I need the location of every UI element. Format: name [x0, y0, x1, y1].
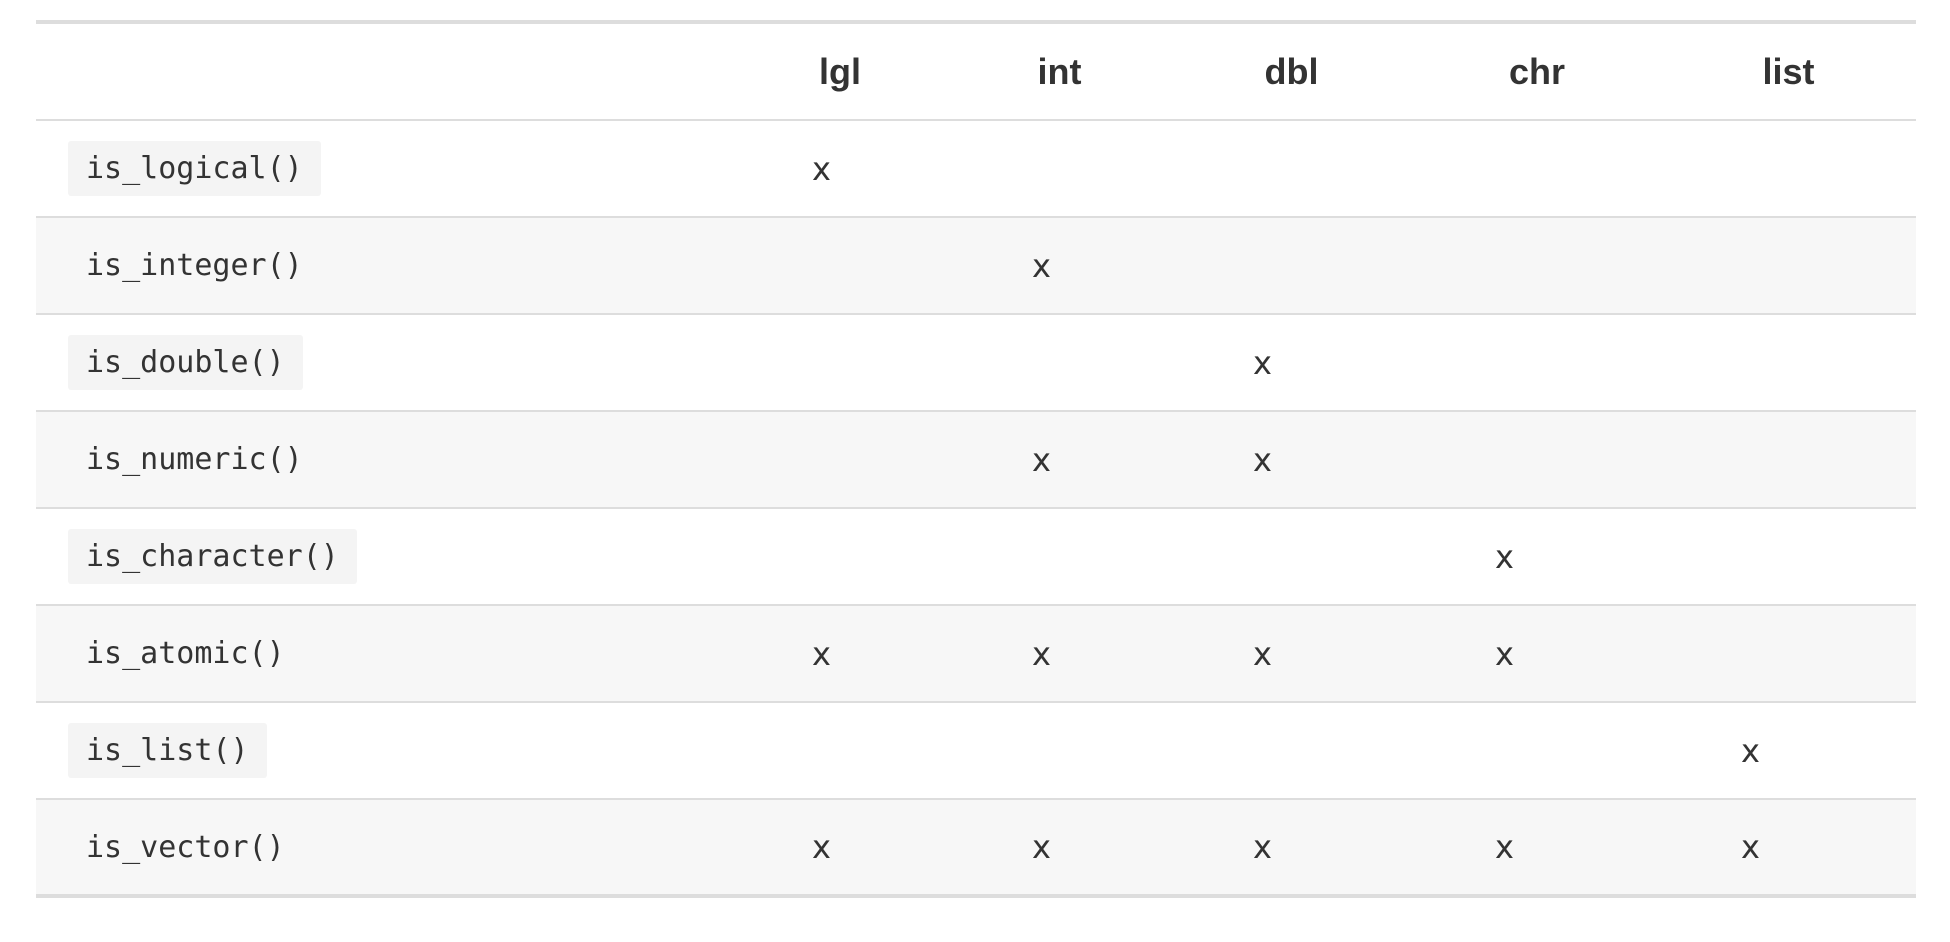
check-mark: x	[812, 149, 831, 188]
check-mark: x	[1495, 634, 1514, 673]
cell-list	[1661, 217, 1916, 314]
cell-lgl: x	[731, 120, 949, 217]
cell-int: x	[949, 217, 1170, 314]
function-name: is_character()	[68, 529, 357, 584]
cell-dbl: x	[1170, 799, 1413, 896]
check-mark: x	[1253, 343, 1272, 382]
function-name: is_integer()	[86, 248, 303, 283]
header-function	[36, 22, 731, 120]
table-header: lgl int dbl chr list	[36, 22, 1916, 120]
check-mark: x	[1495, 828, 1514, 866]
cell-list	[1661, 411, 1916, 508]
table-row: is_integer() x	[36, 217, 1916, 314]
check-mark: x	[1253, 634, 1272, 673]
cell-int: x	[949, 799, 1170, 896]
cell-chr: x	[1413, 799, 1661, 896]
cell-int	[949, 702, 1170, 799]
type-predicate-table-container: lgl int dbl chr list is_logical() x is_i…	[36, 20, 1916, 898]
cell-list	[1661, 508, 1916, 605]
function-name: is_vector()	[86, 829, 285, 865]
cell-dbl	[1170, 217, 1413, 314]
check-mark: x	[1032, 634, 1051, 673]
table-row: is_numeric() x x	[36, 411, 1916, 508]
cell-int	[949, 314, 1170, 411]
cell-chr	[1413, 120, 1661, 217]
type-predicate-table: lgl int dbl chr list is_logical() x is_i…	[36, 20, 1916, 898]
check-mark: x	[1741, 828, 1760, 866]
cell-dbl	[1170, 508, 1413, 605]
cell-lgl	[731, 702, 949, 799]
function-name: is_double()	[68, 335, 303, 390]
check-mark: x	[1032, 246, 1051, 285]
cell-dbl	[1170, 120, 1413, 217]
check-mark: x	[1253, 440, 1272, 479]
function-cell: is_logical()	[36, 120, 731, 217]
header-int: int	[1037, 50, 1082, 92]
cell-int	[949, 120, 1170, 217]
check-mark: x	[1032, 828, 1051, 866]
cell-int	[949, 508, 1170, 605]
check-mark: x	[1495, 537, 1514, 576]
cell-list	[1661, 120, 1916, 217]
cell-dbl: x	[1170, 411, 1413, 508]
cell-chr: x	[1413, 605, 1661, 702]
function-name: is_numeric()	[86, 442, 303, 477]
check-mark: x	[1253, 828, 1272, 866]
cell-dbl: x	[1170, 314, 1413, 411]
cell-chr	[1413, 217, 1661, 314]
function-cell: is_numeric()	[36, 411, 731, 508]
function-name: is_logical()	[68, 141, 321, 196]
function-name: is_list()	[68, 723, 267, 778]
header-chr: chr	[1508, 50, 1566, 92]
table-row: is_list() x	[36, 702, 1916, 799]
cell-lgl	[731, 314, 949, 411]
check-mark: x	[812, 828, 831, 866]
cell-lgl: x	[731, 799, 949, 896]
cell-lgl	[731, 508, 949, 605]
function-cell: is_atomic()	[36, 605, 731, 702]
cell-list	[1661, 605, 1916, 702]
cell-chr: x	[1413, 508, 1661, 605]
header-row: lgl int dbl chr list	[36, 22, 1916, 120]
check-mark: x	[1032, 440, 1051, 479]
cell-list	[1661, 314, 1916, 411]
table-row: is_vector() x x x x x	[36, 799, 1916, 896]
function-cell: is_vector()	[36, 799, 731, 896]
function-cell: is_list()	[36, 702, 731, 799]
cell-list: x	[1661, 799, 1916, 896]
check-mark: x	[1741, 731, 1760, 770]
header-lgl: lgl	[819, 50, 861, 92]
table-row: is_double() x	[36, 314, 1916, 411]
table-row: is_character() x	[36, 508, 1916, 605]
cell-lgl: x	[731, 605, 949, 702]
cell-list: x	[1661, 702, 1916, 799]
check-mark: x	[812, 634, 831, 673]
cell-int: x	[949, 605, 1170, 702]
function-name: is_atomic()	[86, 636, 285, 671]
function-cell: is_character()	[36, 508, 731, 605]
cell-chr	[1413, 314, 1661, 411]
function-cell: is_double()	[36, 314, 731, 411]
cell-dbl	[1170, 702, 1413, 799]
header-list: list	[1762, 50, 1815, 92]
cell-chr	[1413, 411, 1661, 508]
cell-int: x	[949, 411, 1170, 508]
function-cell: is_integer()	[36, 217, 731, 314]
header-dbl: dbl	[1264, 50, 1319, 92]
table-body: is_logical() x is_integer() x is_double(…	[36, 120, 1916, 896]
table-row: is_logical() x	[36, 120, 1916, 217]
cell-chr	[1413, 702, 1661, 799]
cell-lgl	[731, 217, 949, 314]
table-row: is_atomic() x x x x	[36, 605, 1916, 702]
cell-dbl: x	[1170, 605, 1413, 702]
cell-lgl	[731, 411, 949, 508]
